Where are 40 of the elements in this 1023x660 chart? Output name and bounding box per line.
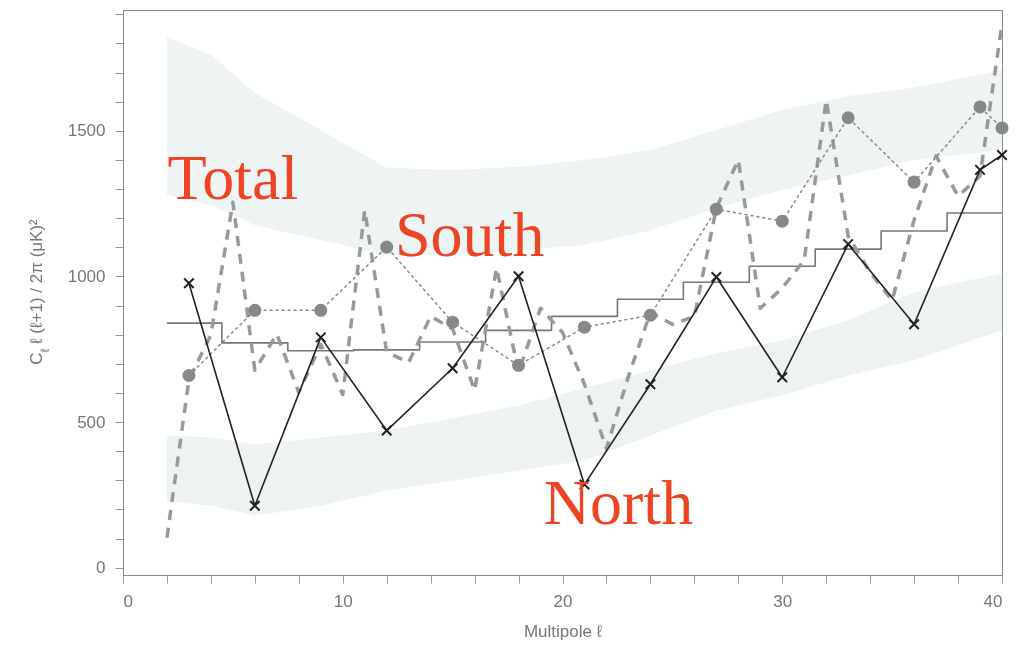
point bbox=[974, 164, 986, 176]
x-axis-title: Multipole ℓ bbox=[523, 621, 603, 641]
y-tick-label: 1500 bbox=[67, 121, 106, 141]
annotation: Total bbox=[167, 142, 299, 214]
annotation: North bbox=[543, 467, 694, 539]
x-tick-label: 20 bbox=[553, 591, 573, 611]
point bbox=[183, 277, 195, 289]
x-tick-label: 0 bbox=[123, 591, 133, 611]
y-tick-label: 1000 bbox=[67, 266, 106, 286]
point bbox=[907, 175, 921, 189]
x-tick-label: 40 bbox=[983, 591, 1003, 611]
x-tick-label: 10 bbox=[333, 591, 353, 611]
point bbox=[995, 121, 1009, 135]
point bbox=[842, 238, 854, 250]
point bbox=[577, 320, 591, 334]
point bbox=[709, 202, 723, 216]
point bbox=[996, 149, 1008, 161]
annotation: South bbox=[395, 199, 545, 271]
point bbox=[248, 303, 262, 317]
point bbox=[380, 424, 393, 437]
point bbox=[841, 111, 855, 125]
y-tick-label: 0 bbox=[96, 558, 106, 578]
point bbox=[776, 371, 788, 383]
y-tick-label: 500 bbox=[77, 412, 106, 432]
x-tick-label: 30 bbox=[773, 591, 793, 611]
point bbox=[314, 303, 328, 317]
point bbox=[182, 369, 196, 383]
point bbox=[908, 318, 920, 330]
point bbox=[446, 362, 459, 374]
point bbox=[710, 271, 723, 283]
point bbox=[446, 315, 460, 329]
point bbox=[973, 100, 987, 114]
point bbox=[249, 499, 261, 512]
point bbox=[644, 378, 657, 390]
point bbox=[643, 308, 657, 322]
point bbox=[512, 358, 526, 372]
point bbox=[315, 331, 327, 344]
point bbox=[775, 214, 789, 228]
point bbox=[512, 270, 525, 282]
point bbox=[380, 240, 394, 254]
